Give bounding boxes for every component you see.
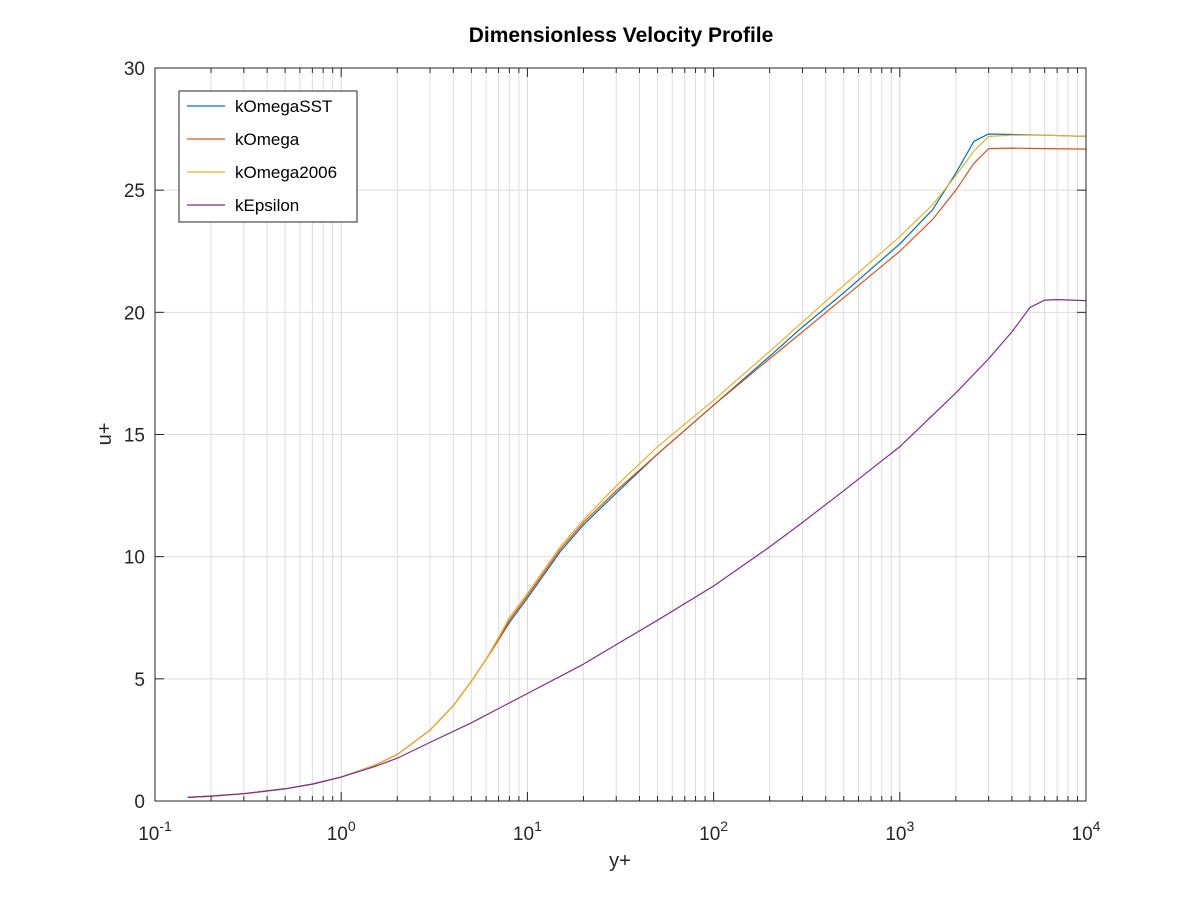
x-tick-label: 100 [327,818,356,845]
legend-label-kEpsilon: kEpsilon [235,196,299,215]
y-tick-label: 30 [124,59,145,80]
y-axis-label: u+ [94,423,116,446]
x-tick-label-exponent: 4 [1093,818,1101,834]
y-tick-label: 0 [134,792,145,813]
legend-label-kOmega: kOmega [235,130,300,149]
legend-label-kOmega2006: kOmega2006 [235,163,337,182]
y-tick-label: 20 [124,303,145,324]
x-tick-label: 104 [1072,818,1101,845]
x-tick-label: 10-1 [138,818,172,845]
x-tick-label-exponent: 2 [720,818,728,834]
legend-items: kOmegaSST kOmega kOmega2006 kEpsilon [187,97,337,215]
x-tick-labels: 10-1 100 101 102 103 104 [138,818,1100,845]
legend: kOmegaSST kOmega kOmega2006 kEpsilon [178,90,358,223]
x-tick-label: 103 [885,818,914,845]
x-tick-label: 101 [513,818,542,845]
y-tick-label: 5 [134,670,145,691]
series-line-kEpsilon [187,299,1087,798]
legend-label-kOmegaSST: kOmegaSST [235,97,332,116]
x-tick-label-base: 10 [138,824,159,845]
series-lines [187,133,1087,798]
y-tick-label: 15 [124,426,145,447]
x-tick-label-exponent: 1 [534,818,542,834]
x-tick-label: 102 [699,818,728,845]
x-tick-label-base: 10 [1072,824,1093,845]
y-tick-label: 25 [124,181,145,202]
x-tick-label-base: 10 [699,824,720,845]
x-tick-label-exponent: 3 [906,818,914,834]
x-tick-label-exponent: -1 [159,818,172,834]
x-tick-label-exponent: 0 [348,818,356,834]
x-tick-label-base: 10 [885,824,906,845]
y-tick-labels: 0 5 10 15 20 25 30 [124,59,145,813]
legend-box [178,90,358,223]
x-tick-label-base: 10 [513,824,534,845]
y-tick-label: 10 [124,548,145,569]
chart-title: Dimensionless Velocity Profile [469,24,774,47]
x-tick-label-base: 10 [327,824,348,845]
axis-ticks [154,67,1086,802]
x-axis-label: y+ [609,850,631,872]
